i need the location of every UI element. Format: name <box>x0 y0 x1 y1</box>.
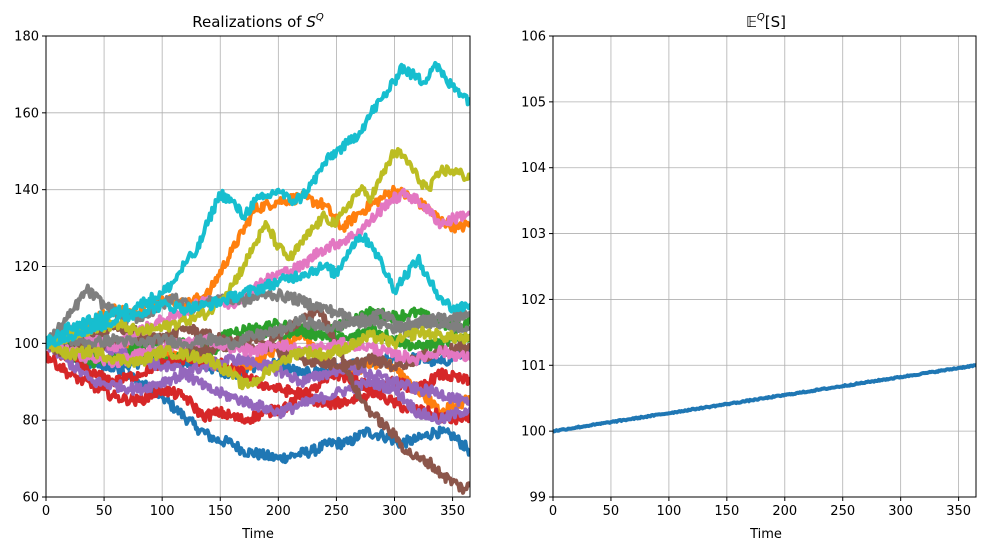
title-superscript: Q <box>316 12 324 23</box>
y-tick-label: 105 <box>521 95 546 110</box>
title-text: [S] <box>765 13 786 31</box>
x-tick-label: 50 <box>96 504 113 519</box>
y-tick-label: 60 <box>22 491 39 506</box>
y-tick-label: 180 <box>14 30 39 45</box>
title-symbol: S <box>306 13 316 31</box>
series-line <box>46 351 470 426</box>
y-tick-label: 104 <box>521 161 546 176</box>
series-line <box>46 340 470 426</box>
series-line <box>46 232 470 349</box>
y-tick-label: 160 <box>14 106 39 121</box>
title-symbol: 𝔼 <box>746 13 757 31</box>
series-line <box>46 325 470 391</box>
chart-realizations: Realizations of SQ Time 0 50 100 150 200 250 3… <box>14 12 471 542</box>
y-tick-label: 140 <box>14 183 39 198</box>
x-tick-label: 300 <box>888 504 913 519</box>
y-tick-label: 120 <box>14 260 39 275</box>
x-axis-label: Time <box>241 527 274 542</box>
title-superscript: Q <box>757 12 765 23</box>
chart-title: 𝔼Q[S] <box>746 12 786 31</box>
y-tick-label: 101 <box>521 359 546 374</box>
x-tick-label: 200 <box>266 504 291 519</box>
y-tick-label: 99 <box>529 491 546 506</box>
x-tick-label: 300 <box>382 504 407 519</box>
title-text: Realizations of <box>192 13 306 31</box>
x-tick-label: 0 <box>42 504 50 519</box>
series-line <box>46 60 470 346</box>
y-tick-label: 100 <box>521 425 546 440</box>
x-tick-label: 250 <box>830 504 855 519</box>
chart-expectation: 𝔼Q[S] Time 0 50 100 150 200 250 300 350 99 100 101… <box>521 12 977 542</box>
x-tick-label: 0 <box>549 504 557 519</box>
x-tick-label: 100 <box>656 504 681 519</box>
x-tick-label: 150 <box>208 504 233 519</box>
x-tick-label: 350 <box>440 504 465 519</box>
series-line <box>46 313 470 351</box>
x-axis-label: Time <box>749 527 782 542</box>
x-tick-label: 150 <box>714 504 739 519</box>
x-tick-label: 50 <box>603 504 620 519</box>
x-tick-label: 100 <box>150 504 175 519</box>
plot-area <box>553 363 976 434</box>
x-tick-label: 200 <box>772 504 797 519</box>
y-tick-label: 100 <box>14 337 39 352</box>
plot-area <box>46 60 470 495</box>
x-tick-label: 350 <box>946 504 971 519</box>
y-tick-label: 102 <box>521 293 546 308</box>
y-tick-label: 80 <box>22 414 39 429</box>
chart-title: Realizations of SQ <box>192 12 324 31</box>
series-line <box>46 330 470 407</box>
series-line <box>553 363 976 434</box>
x-tick-label: 250 <box>324 504 349 519</box>
y-tick-label: 103 <box>521 227 546 242</box>
axes-frame <box>552 35 977 498</box>
y-tick-label: 106 <box>521 30 546 45</box>
